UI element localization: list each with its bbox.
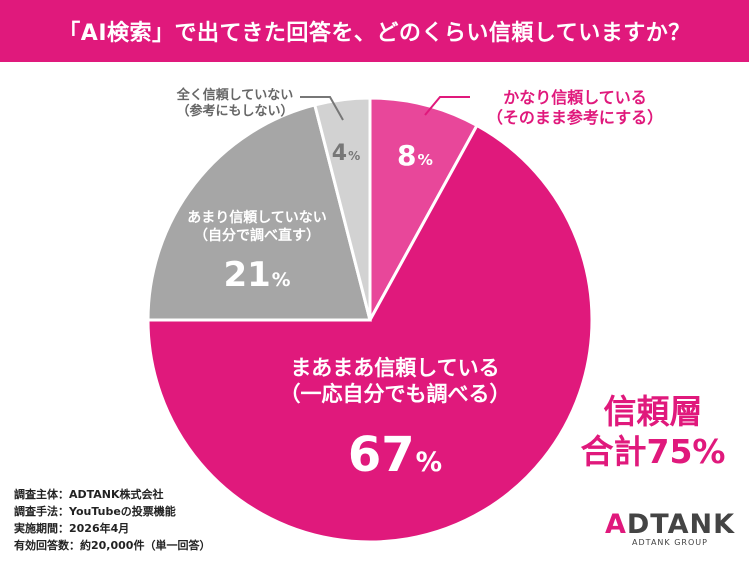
leader-line-4 [300,96,344,121]
survey-line: 有効回答数：約20,000件（単一回答） [14,539,211,552]
chart-title: 「AI検索」で出てきた回答を、どのくらい信頼していますか？ [58,21,691,46]
title-bar: 「AI検索」で出てきた回答を、どのくらい信頼していますか？ [0,0,749,62]
pie-slice-21 [146,103,372,322]
pie-slice-8 [368,96,479,321]
adtank-logo: ADTANK ADTANK GROUP [604,509,736,547]
slice-percent-label-4: 4% [331,141,361,166]
slice-name-label-21: あまり信頼していない （自分で調べ直す） [187,210,327,244]
total-trust-label: 信頼層 合計75% [580,392,726,471]
slice-percent-label-21: 21% [223,255,291,295]
survey-line: 調査主体：ADTANK株式会社 [14,488,164,501]
slice-percent-label-8: 8% [397,139,433,172]
pie-slice-4 [312,96,372,321]
slice-name-label-8: かなり信頼している （そのまま参考にする） [486,88,664,127]
slice-percent-label-67: 67% [347,427,443,483]
survey-line: 調査手法：YouTubeの投票機能 [14,505,176,518]
survey-line: 実施期間：2026年4月 [14,522,130,535]
leader-line-8 [424,96,470,116]
slice-name-label-67: まあまあ信頼している （一応自分でも調べる） [279,356,511,407]
survey-info: 調査主体：ADTANK株式会社 調査手法：YouTubeの投票機能 実施期間：2… [14,486,210,554]
slice-name-label-4: 全く信頼していない （参考にもしない） [176,88,294,120]
pie-slice-67 [146,123,594,544]
